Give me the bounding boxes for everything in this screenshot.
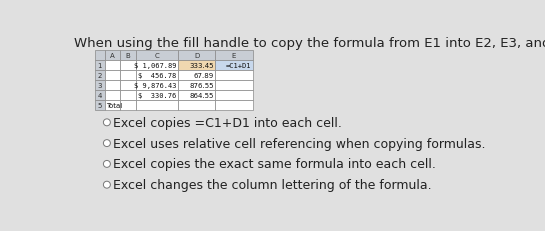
Bar <box>215 71 252 81</box>
Text: E: E <box>232 53 236 59</box>
Bar <box>215 91 252 100</box>
Text: $  456.78: $ 456.78 <box>138 73 177 79</box>
Bar <box>178 81 215 91</box>
Bar <box>136 100 178 110</box>
Text: 1: 1 <box>98 63 102 69</box>
Circle shape <box>104 161 110 168</box>
Circle shape <box>104 181 110 188</box>
Bar <box>215 81 252 91</box>
Text: Total: Total <box>106 103 122 109</box>
Text: 2: 2 <box>98 73 102 79</box>
Bar <box>120 81 136 91</box>
Bar <box>95 71 105 81</box>
Bar <box>178 71 215 81</box>
Circle shape <box>104 119 110 126</box>
Text: 5: 5 <box>98 103 102 109</box>
Bar <box>178 91 215 100</box>
Bar <box>95 91 105 100</box>
Bar <box>136 51 178 61</box>
Bar <box>95 100 105 110</box>
Text: When using the fill handle to copy the formula from E1 into E2, E3, and E4.: When using the fill handle to copy the f… <box>74 37 545 50</box>
Bar <box>136 81 178 91</box>
Text: A: A <box>110 53 114 59</box>
Bar <box>178 100 215 110</box>
Text: B: B <box>125 53 130 59</box>
Bar <box>105 81 120 91</box>
Text: Excel copies =C1+D1 into each cell.: Excel copies =C1+D1 into each cell. <box>113 116 342 129</box>
Bar <box>120 91 136 100</box>
Bar <box>136 61 178 71</box>
Bar <box>105 100 120 110</box>
Bar <box>215 51 252 61</box>
Text: 876.55: 876.55 <box>189 83 214 89</box>
Text: C: C <box>154 53 159 59</box>
Bar <box>105 91 120 100</box>
Bar <box>105 51 120 61</box>
Text: Excel uses relative cell referencing when copying formulas.: Excel uses relative cell referencing whe… <box>113 137 486 150</box>
Text: 864.55: 864.55 <box>190 93 214 99</box>
Bar <box>120 61 136 71</box>
Bar <box>95 81 105 91</box>
Bar <box>136 71 178 81</box>
Text: 333.45: 333.45 <box>189 63 214 69</box>
Bar <box>178 61 215 71</box>
Bar <box>105 71 120 81</box>
Bar <box>136 91 178 100</box>
Bar <box>120 51 136 61</box>
Text: =C1+D1: =C1+D1 <box>226 63 251 69</box>
Text: 67.89: 67.89 <box>193 73 214 79</box>
Text: $ 9,876.43: $ 9,876.43 <box>134 83 177 89</box>
Bar <box>215 61 252 71</box>
Bar <box>120 100 136 110</box>
Text: 4: 4 <box>98 93 102 99</box>
Bar <box>178 51 215 61</box>
Bar <box>95 61 105 71</box>
Text: $ 1,067.89: $ 1,067.89 <box>134 63 177 69</box>
Bar <box>95 51 105 61</box>
Bar <box>120 71 136 81</box>
Bar <box>215 100 252 110</box>
Text: $  330.76: $ 330.76 <box>138 93 177 99</box>
Circle shape <box>104 140 110 147</box>
Text: 3: 3 <box>98 83 102 89</box>
Text: Excel changes the column lettering of the formula.: Excel changes the column lettering of th… <box>113 178 432 191</box>
Bar <box>105 61 120 71</box>
Text: Excel copies the exact same formula into each cell.: Excel copies the exact same formula into… <box>113 158 437 171</box>
Text: D: D <box>194 53 199 59</box>
